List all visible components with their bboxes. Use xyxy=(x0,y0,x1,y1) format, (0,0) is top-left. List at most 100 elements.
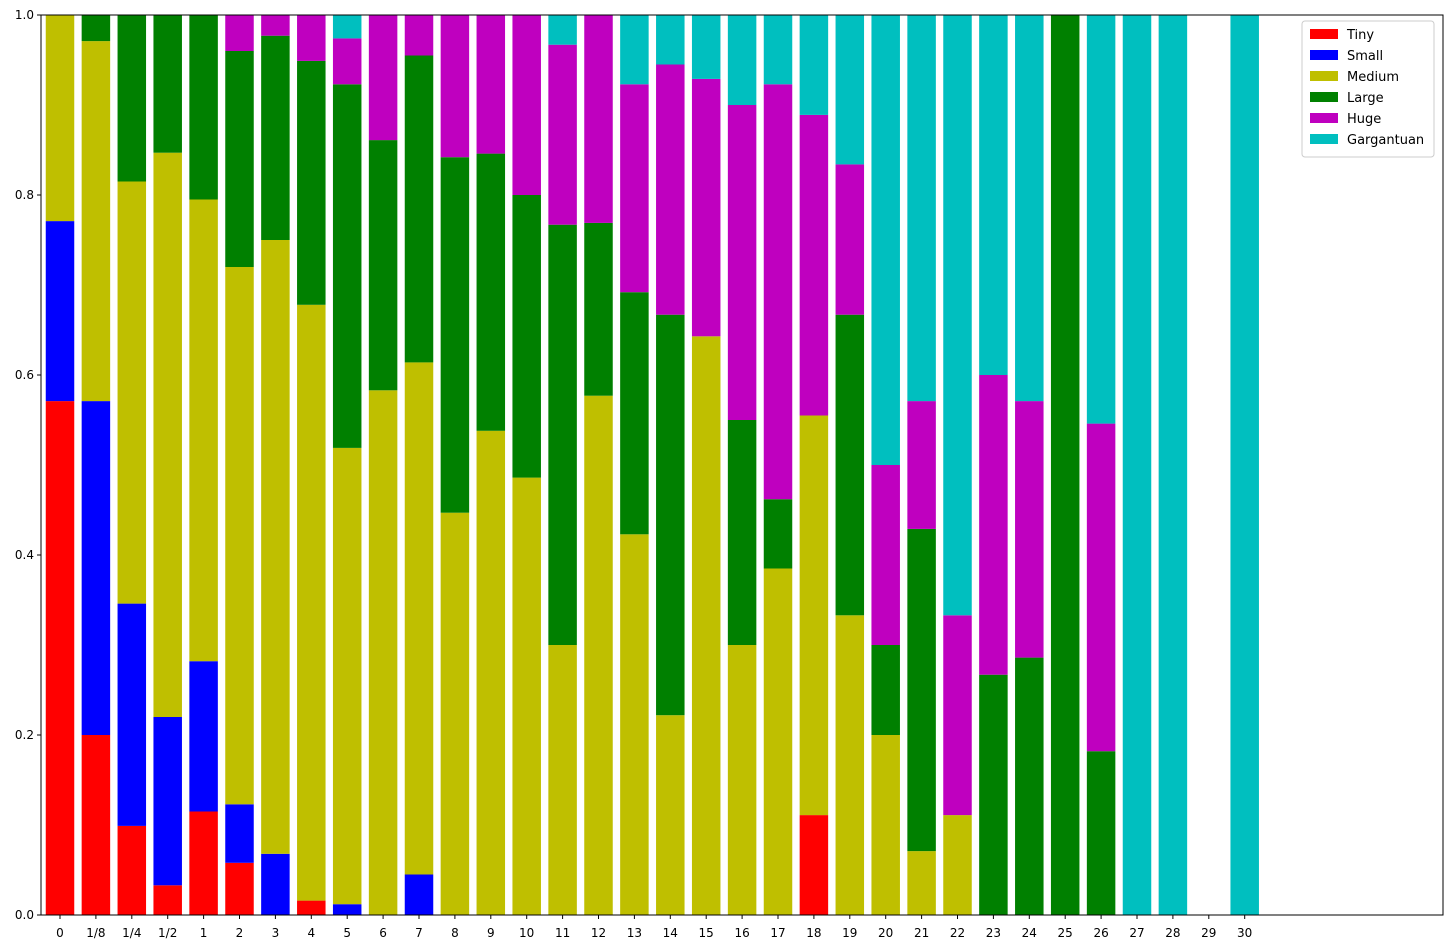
x-tick-label: 29 xyxy=(1201,926,1216,940)
x-tick-label: 5 xyxy=(343,926,351,940)
bar-gargantuan-18 xyxy=(799,15,829,115)
bar-gargantuan-16 xyxy=(727,15,757,105)
bar-huge-10 xyxy=(512,15,541,195)
bar-gargantuan-19 xyxy=(835,15,865,165)
bar-huge-12 xyxy=(584,15,613,223)
legend-swatch-medium xyxy=(1310,71,1338,81)
bar-huge-11 xyxy=(548,44,577,225)
bar-huge-20 xyxy=(871,465,900,645)
bar-medium-11 xyxy=(548,645,577,915)
bar-tiny-1-4 xyxy=(117,825,147,915)
bar-medium-17 xyxy=(763,568,793,915)
bar-tiny-4 xyxy=(297,900,326,915)
x-tick-label: 1/8 xyxy=(86,926,105,940)
bar-large-14 xyxy=(656,314,685,716)
legend: Tiny Small Medium Large Huge Gargantuan xyxy=(1301,20,1435,158)
x-tick-label: 8 xyxy=(451,926,459,940)
x-tick-label: 0 xyxy=(56,926,64,940)
bar-gargantuan-20 xyxy=(871,15,900,465)
bar-gargantuan-21 xyxy=(907,15,936,402)
legend-swatch-huge xyxy=(1310,113,1338,123)
bar-small-1-4 xyxy=(117,603,147,826)
bar-huge-23 xyxy=(979,375,1008,675)
bar-medium-1-4 xyxy=(117,181,147,604)
x-tick-label: 21 xyxy=(914,926,929,940)
bar-huge-6 xyxy=(368,15,398,141)
bar-gargantuan-17 xyxy=(763,15,793,85)
bar-small-3 xyxy=(261,853,290,915)
x-tick-label: 25 xyxy=(1058,926,1073,940)
y-tick-label: 0.4 xyxy=(15,548,34,562)
x-tick-label: 14 xyxy=(663,926,678,940)
bar-huge-7 xyxy=(404,15,434,56)
bar-large-3 xyxy=(261,35,290,241)
bar-medium-21 xyxy=(907,851,936,915)
y-tick-label: 0.2 xyxy=(15,728,34,742)
bar-large-7 xyxy=(404,55,434,363)
bar-gargantuan-26 xyxy=(1086,15,1116,424)
x-tick-label: 20 xyxy=(878,926,893,940)
bar-gargantuan-15 xyxy=(691,15,721,79)
y-tick-label: 0.6 xyxy=(15,368,34,382)
bar-huge-3 xyxy=(261,15,290,36)
bar-medium-4 xyxy=(297,304,326,901)
bar-huge-24 xyxy=(1015,401,1044,658)
bar-medium-1-8 xyxy=(81,41,111,402)
bar-small-7 xyxy=(404,874,434,915)
x-tick-label: 11 xyxy=(555,926,570,940)
bar-medium-18 xyxy=(799,415,829,816)
bar-large-11 xyxy=(548,224,577,645)
x-tick-label: 19 xyxy=(842,926,857,940)
legend-label-large: Large xyxy=(1347,91,1384,106)
legend-label-tiny: Tiny xyxy=(1346,28,1374,43)
bar-large-23 xyxy=(979,674,1008,915)
bar-large-9 xyxy=(476,153,506,431)
bar-huge-26 xyxy=(1086,423,1116,752)
bar-small-2 xyxy=(225,804,254,863)
bar-huge-16 xyxy=(727,105,757,420)
bars-group xyxy=(45,15,1259,916)
bar-huge-18 xyxy=(799,114,829,416)
x-tick-label: 3 xyxy=(272,926,280,940)
x-tick-label: 10 xyxy=(519,926,534,940)
x-tick-label: 1/2 xyxy=(158,926,177,940)
bar-large-12 xyxy=(584,222,613,396)
bar-medium-8 xyxy=(440,512,470,915)
bar-medium-5 xyxy=(332,447,362,905)
bar-gargantuan-28 xyxy=(1158,15,1188,915)
bar-gargantuan-24 xyxy=(1015,15,1044,402)
bar-huge-9 xyxy=(476,15,506,154)
bar-huge-19 xyxy=(835,164,865,315)
bar-small-0 xyxy=(45,221,75,402)
x-tick-label: 28 xyxy=(1165,926,1180,940)
bar-small-5 xyxy=(332,904,362,915)
bar-medium-13 xyxy=(620,534,649,915)
x-tick-label: 12 xyxy=(591,926,606,940)
bar-huge-21 xyxy=(907,401,936,529)
x-tick-label: 23 xyxy=(986,926,1001,940)
bar-large-1-2 xyxy=(153,15,182,153)
ticks-group: 0.00.20.40.60.81.00 1/8 1/4 1/2 1 2 3 4 5 6 7 8 9 10 1… xyxy=(15,8,1252,940)
bar-large-25 xyxy=(1050,15,1080,915)
bar-huge-13 xyxy=(620,84,649,293)
bar-large-26 xyxy=(1086,751,1116,915)
legend-swatch-small xyxy=(1310,50,1338,60)
y-tick-label: 0.0 xyxy=(15,908,34,922)
bar-huge-14 xyxy=(656,64,685,315)
bar-medium-20 xyxy=(871,735,900,915)
bar-huge-5 xyxy=(332,38,362,85)
bar-large-20 xyxy=(871,645,900,735)
legend-swatch-gargantuan xyxy=(1310,134,1338,144)
bar-small-1 xyxy=(189,661,218,812)
bar-large-1 xyxy=(189,15,218,200)
bar-medium-12 xyxy=(584,395,613,915)
x-tick-label: 2 xyxy=(236,926,244,940)
bar-medium-14 xyxy=(656,715,685,915)
x-tick-label: 27 xyxy=(1129,926,1144,940)
bar-medium-15 xyxy=(691,336,721,915)
bar-gargantuan-22 xyxy=(943,15,972,616)
bar-tiny-0 xyxy=(45,401,75,916)
bar-tiny-2 xyxy=(225,862,254,915)
bar-large-17 xyxy=(763,499,793,569)
